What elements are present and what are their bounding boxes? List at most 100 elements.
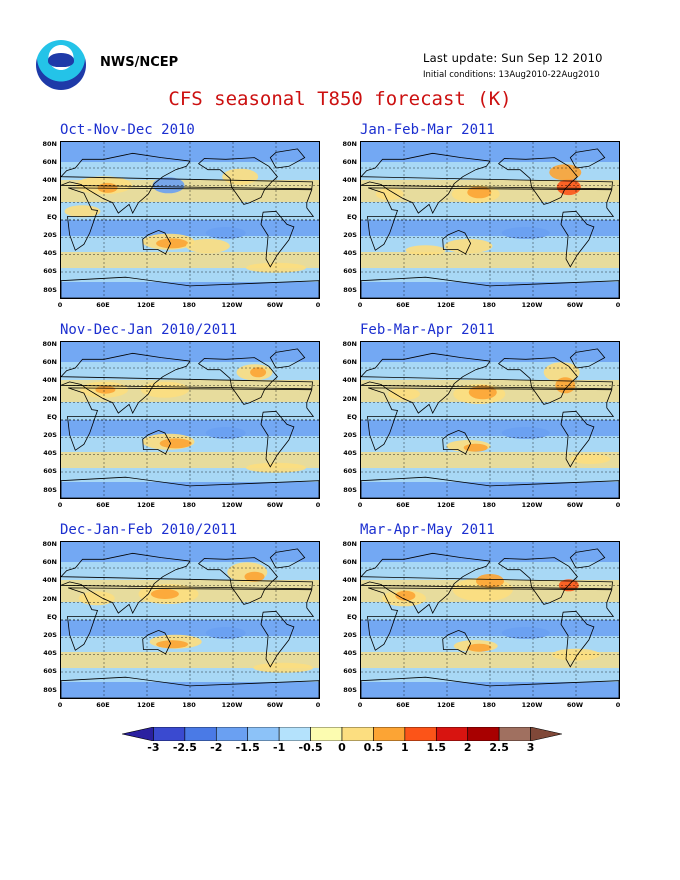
lon-label: 120E: [436, 301, 455, 309]
lon-label: 60W: [266, 301, 284, 309]
colorbar-swatch: [247, 727, 280, 741]
lat-label: 20S: [43, 631, 57, 639]
colorbar-swatch: [341, 727, 374, 741]
colorbar-swatch: [122, 727, 154, 741]
colorbar-swatch: [278, 727, 311, 741]
colorbar-label: 3: [526, 741, 535, 754]
lon-label: 120W: [221, 301, 243, 309]
lon-label: 60E: [96, 501, 110, 509]
colorbar-label: -2: [210, 741, 223, 754]
initial-conditions: Initial conditions: 13Aug2010-22Aug2010: [423, 70, 600, 80]
lat-label: 80S: [343, 485, 357, 494]
lon-label: 0: [357, 701, 363, 709]
lat-label: 40N: [342, 576, 358, 585]
lat-label: 40N: [42, 576, 58, 585]
lat-label: 20S: [343, 431, 357, 439]
lat-label: 60S: [43, 467, 57, 476]
colorbar-label: 0: [338, 741, 346, 754]
lat-label: 20S: [343, 231, 357, 239]
lon-label: 180: [482, 301, 496, 309]
forecast-map: [60, 541, 320, 699]
lat-label: 60S: [43, 667, 57, 676]
lat-label: 60S: [343, 667, 357, 676]
lon-label: 60W: [266, 701, 284, 709]
lat-label: 20N: [342, 594, 358, 603]
lat-label: 40N: [42, 376, 58, 385]
lat-label: 80S: [43, 685, 57, 694]
lon-label: 60W: [566, 301, 584, 309]
lat-label: 20S: [43, 431, 57, 439]
lon-label: 60W: [266, 501, 284, 509]
colorbar-label: -1.5: [235, 741, 260, 754]
lat-label: 60N: [342, 358, 358, 367]
lon-label: 120E: [436, 501, 455, 509]
lon-label: 60W: [566, 701, 584, 709]
lat-label: 20N: [342, 394, 358, 403]
lat-label: 20N: [342, 194, 358, 203]
lat-label: 80N: [342, 540, 358, 548]
lat-label: EQ: [347, 612, 357, 621]
lat-label: 80S: [343, 285, 357, 294]
lon-label: 120W: [221, 501, 243, 509]
colorbar-swatch: [153, 727, 186, 741]
lon-label: 0: [57, 701, 63, 709]
lat-label: 60N: [342, 158, 358, 167]
forecast-map: [360, 141, 620, 299]
lon-label: 120E: [136, 701, 155, 709]
lat-label: 60N: [42, 558, 58, 567]
colorbar-label: -2.5: [172, 741, 197, 754]
panel-title: Mar-Apr-May 2011: [360, 522, 495, 538]
lat-label: 80N: [42, 540, 58, 548]
lat-label: 60N: [342, 558, 358, 567]
lat-label: 80N: [42, 140, 58, 148]
lon-label: 60W: [566, 501, 584, 509]
colorbar-swatch: [404, 727, 437, 741]
colorbar-label: -0.5: [298, 741, 323, 754]
lat-label: 40N: [342, 376, 358, 385]
lat-label: 20S: [343, 631, 357, 639]
forecast-map: [60, 141, 320, 299]
lon-label: 0: [615, 501, 621, 509]
lon-label: 120W: [521, 301, 543, 309]
noaa-logo: [36, 40, 86, 90]
noaa-gull-icon: [48, 53, 74, 67]
lon-label: 0: [357, 501, 363, 509]
panel-title: Feb-Mar-Apr 2011: [360, 322, 495, 338]
lon-label: 180: [482, 501, 496, 509]
lon-label: 60E: [396, 701, 410, 709]
forecast-map: [360, 541, 620, 699]
lon-label: 0: [615, 301, 621, 309]
lat-label: 40S: [43, 249, 57, 258]
last-update: Last update: Sun Sep 12 2010: [423, 51, 603, 65]
panel-title: Jan-Feb-Mar 2011: [360, 122, 495, 138]
lon-label: 180: [182, 301, 196, 309]
lat-label: 60S: [43, 267, 57, 276]
colorbar-swatch: [435, 727, 469, 741]
lat-label: 60N: [42, 358, 58, 367]
colorbar-swatch: [184, 727, 217, 741]
lat-label: EQ: [47, 412, 57, 421]
colorbar-swatch: [498, 727, 531, 741]
lat-label: EQ: [47, 612, 57, 621]
colorbar-label: 0.5: [363, 741, 384, 754]
lon-label: 0: [57, 301, 63, 309]
lon-label: 180: [182, 501, 196, 509]
panel-title: Nov-Dec-Jan 2010/2011: [60, 322, 238, 338]
lon-label: 0: [315, 501, 321, 509]
colorbar-swatch: [467, 727, 500, 741]
colorbar-swatch: [373, 727, 406, 741]
lat-label: 20N: [42, 394, 58, 403]
lat-label: EQ: [47, 212, 57, 221]
lon-label: 120W: [521, 501, 543, 509]
lon-label: 120E: [136, 301, 155, 309]
lon-label: 60E: [96, 701, 110, 709]
lon-label: 180: [182, 701, 196, 709]
colorbar: [122, 727, 562, 741]
lat-label: 20N: [42, 194, 58, 203]
forecast-map: [360, 341, 620, 499]
lat-label: 40S: [43, 449, 57, 458]
panel-title: Dec-Jan-Feb 2010/2011: [60, 522, 238, 538]
lat-label: 80N: [42, 340, 58, 348]
forecast-map: [60, 341, 320, 499]
lon-label: 120W: [521, 701, 543, 709]
